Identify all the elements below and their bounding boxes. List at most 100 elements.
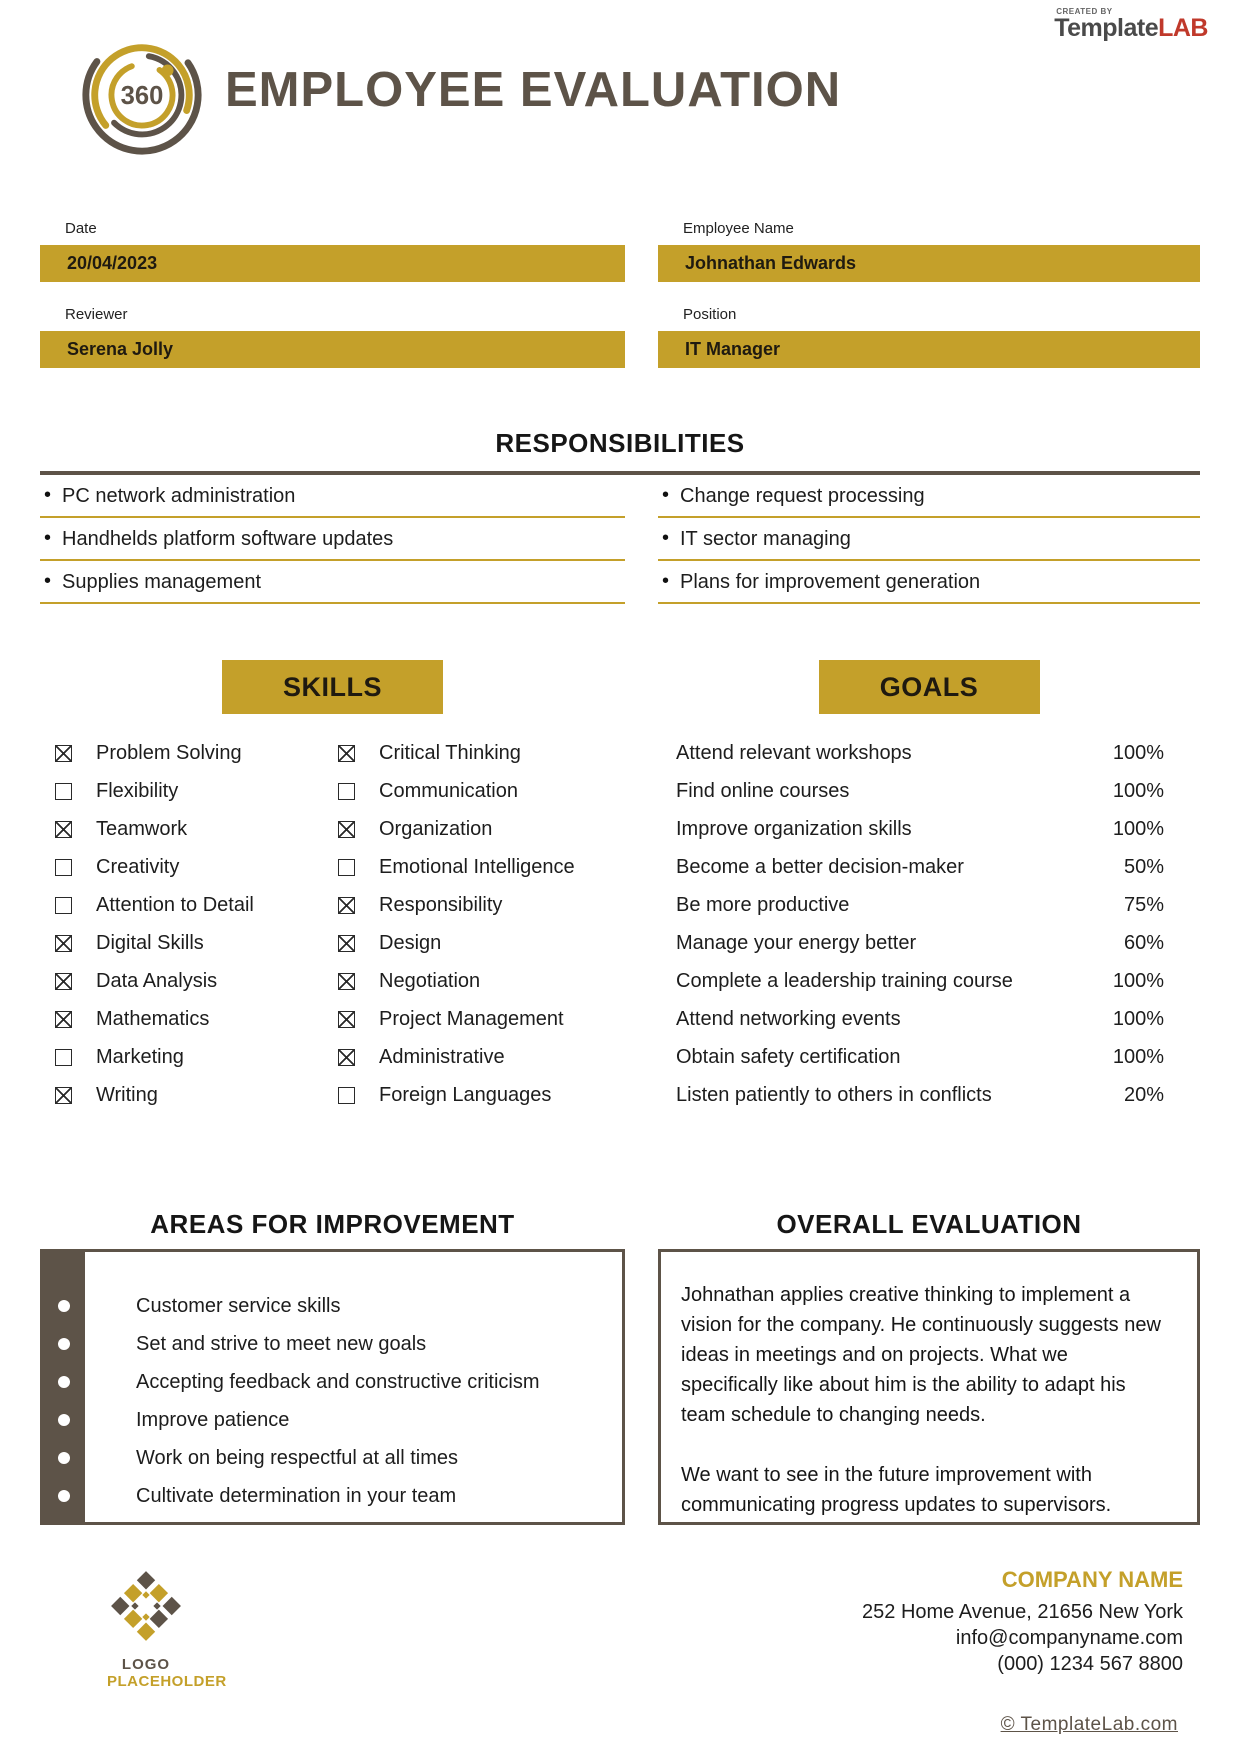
checkbox-unchecked-icon[interactable]	[55, 782, 72, 800]
improvement-item: Cultivate determination in your team	[43, 1484, 622, 1508]
goal-item: Attend networking events 100%	[676, 1007, 1164, 1031]
goal-label: Be more productive	[676, 893, 850, 916]
skill-item: Responsibility	[323, 893, 625, 917]
checkbox-checked-icon[interactable]	[55, 1086, 72, 1104]
skill-label: Foreign Languages	[379, 1083, 552, 1106]
goal-item: Listen patiently to others in conflicts 2…	[676, 1083, 1164, 1107]
goal-label: Obtain safety certification	[676, 1045, 901, 1068]
improvement-item: Improve patience	[43, 1408, 622, 1432]
date-field: Date 20/04/2023	[40, 220, 625, 282]
reviewer-value: Serena Jolly	[40, 331, 625, 368]
skill-item: Writing	[40, 1083, 323, 1107]
skill-item: Foreign Languages	[323, 1083, 625, 1107]
checkbox-checked-icon[interactable]	[55, 1010, 72, 1028]
checkbox-unchecked-icon[interactable]	[338, 1086, 355, 1104]
checkbox-unchecked-icon[interactable]	[55, 1048, 72, 1066]
date-value: 20/04/2023	[40, 245, 625, 282]
skill-item: Organization	[323, 817, 625, 841]
responsibility-item: PC network administration	[40, 475, 625, 518]
svg-text:360: 360	[121, 82, 164, 110]
logo-placeholder-text-1: LOGO	[121, 1656, 171, 1673]
checkbox-checked-icon[interactable]	[55, 934, 72, 952]
skill-item: Mathematics	[40, 1007, 323, 1031]
goal-item: Manage your energy better 60%	[676, 931, 1164, 955]
skill-item: Communication	[323, 779, 625, 803]
skills-column-1: Problem Solving Flexibility Teamwork Cre…	[40, 741, 323, 1121]
checkbox-checked-icon[interactable]	[338, 934, 355, 952]
goal-percent: 100%	[1112, 1007, 1164, 1030]
360-degree-logo-icon: 360	[77, 30, 207, 165]
employee-name-field: Employee Name Johnathan Edwards	[658, 220, 1200, 282]
checkbox-checked-icon[interactable]	[55, 820, 72, 838]
checkbox-checked-icon[interactable]	[338, 896, 355, 914]
date-label: Date	[65, 220, 97, 237]
checkbox-checked-icon[interactable]	[338, 820, 355, 838]
skill-label: Responsibility	[379, 893, 503, 916]
goal-label: Attend relevant workshops	[676, 741, 912, 764]
position-field: Position IT Manager	[658, 306, 1200, 368]
overall-title: OVERALL EVALUATION	[776, 1209, 1082, 1239]
skill-label: Emotional Intelligence	[379, 855, 575, 878]
checkbox-unchecked-icon[interactable]	[55, 858, 72, 876]
improvement-item: Accepting feedback and constructive crit…	[43, 1370, 622, 1394]
document-footer: LOGO PLACEHOLDER COMPANY NAME 252 Home A…	[40, 1567, 1200, 1754]
improvement-item: Set and strive to meet new goals	[43, 1332, 622, 1356]
checkbox-checked-icon[interactable]	[338, 1010, 355, 1028]
skill-item: Project Management	[323, 1007, 625, 1031]
checkbox-unchecked-icon[interactable]	[338, 782, 355, 800]
skill-label: Critical Thinking	[379, 741, 521, 764]
skill-label: Negotiation	[379, 969, 481, 992]
logo-placeholder: LOGO PLACEHOLDER	[107, 1567, 226, 1690]
checkbox-checked-icon[interactable]	[55, 972, 72, 990]
responsibilities-divider	[40, 471, 1200, 475]
checkbox-checked-icon[interactable]	[338, 972, 355, 990]
checkbox-unchecked-icon[interactable]	[338, 858, 355, 876]
responsibility-item: IT sector managing	[658, 518, 1200, 561]
goal-percent: 100%	[1112, 817, 1164, 840]
skill-label: Data Analysis	[96, 969, 218, 992]
skills-title: SKILLS	[222, 660, 443, 714]
checkbox-unchecked-icon[interactable]	[55, 896, 72, 914]
skills-goals-body: Problem Solving Flexibility Teamwork Cre…	[40, 741, 1200, 1121]
skills-list: Problem Solving Flexibility Teamwork Cre…	[40, 741, 625, 1121]
skill-item: Teamwork	[40, 817, 323, 841]
skill-item: Data Analysis	[40, 969, 323, 993]
improvement-item: Work on being respectful at all times	[43, 1446, 622, 1470]
overall-paragraph-1: Johnathan applies creative thinking to i…	[681, 1284, 1161, 1426]
goal-percent: 100%	[1112, 741, 1164, 764]
templatelab-word-template: Template	[1054, 14, 1159, 42]
skill-label: Teamwork	[96, 817, 188, 840]
checkbox-checked-icon[interactable]	[55, 744, 72, 762]
responsibilities-lists: PC network administration Handhelds plat…	[40, 475, 1200, 604]
employee-name-label: Employee Name	[683, 220, 794, 237]
goal-label: Find online courses	[676, 779, 850, 802]
improvement-list: Customer service skills Set and strive t…	[43, 1294, 622, 1508]
goal-percent: 50%	[1123, 855, 1164, 878]
goal-item: Find online courses 100%	[676, 779, 1164, 803]
skill-item: Problem Solving	[40, 741, 323, 765]
info-fields: Date 20/04/2023 Employee Name Johnathan …	[40, 220, 1200, 368]
templatelab-word-lab: LAB	[1158, 14, 1208, 42]
checkbox-checked-icon[interactable]	[338, 744, 355, 762]
responsibilities-left-list: PC network administration Handhelds plat…	[40, 475, 625, 604]
overall-paragraph-2: We want to see in the future improvement…	[681, 1464, 1112, 1516]
document-header: 360 EMPLOYEE EVALUATION CREATED BY Templ…	[40, 0, 1208, 165]
checkbox-checked-icon[interactable]	[338, 1048, 355, 1066]
goal-item: Attend relevant workshops 100%	[676, 741, 1164, 765]
improvement-item: Customer service skills	[43, 1294, 622, 1318]
company-phone: (000) 1234 567 8800	[997, 1653, 1183, 1675]
lower-section-boxes: Customer service skills Set and strive t…	[40, 1249, 1200, 1525]
skill-item: Administrative	[323, 1045, 625, 1069]
goal-label: Attend networking events	[676, 1007, 901, 1030]
skill-item: Design	[323, 931, 625, 955]
skill-item: Marketing	[40, 1045, 323, 1069]
goals-list: Attend relevant workshops 100% Find onlin…	[658, 741, 1200, 1121]
created-by-label: CREATED BY	[1056, 7, 1113, 16]
goals-title: GOALS	[818, 660, 1040, 714]
position-label: Position	[683, 306, 737, 323]
page-title: EMPLOYEE EVALUATION	[225, 63, 842, 117]
company-name: COMPANY NAME	[1001, 1567, 1183, 1592]
skill-label: Communication	[379, 779, 518, 802]
templatelab-copyright-link[interactable]: © TemplateLab.com	[1000, 1714, 1178, 1735]
position-value: IT Manager	[658, 331, 1200, 368]
